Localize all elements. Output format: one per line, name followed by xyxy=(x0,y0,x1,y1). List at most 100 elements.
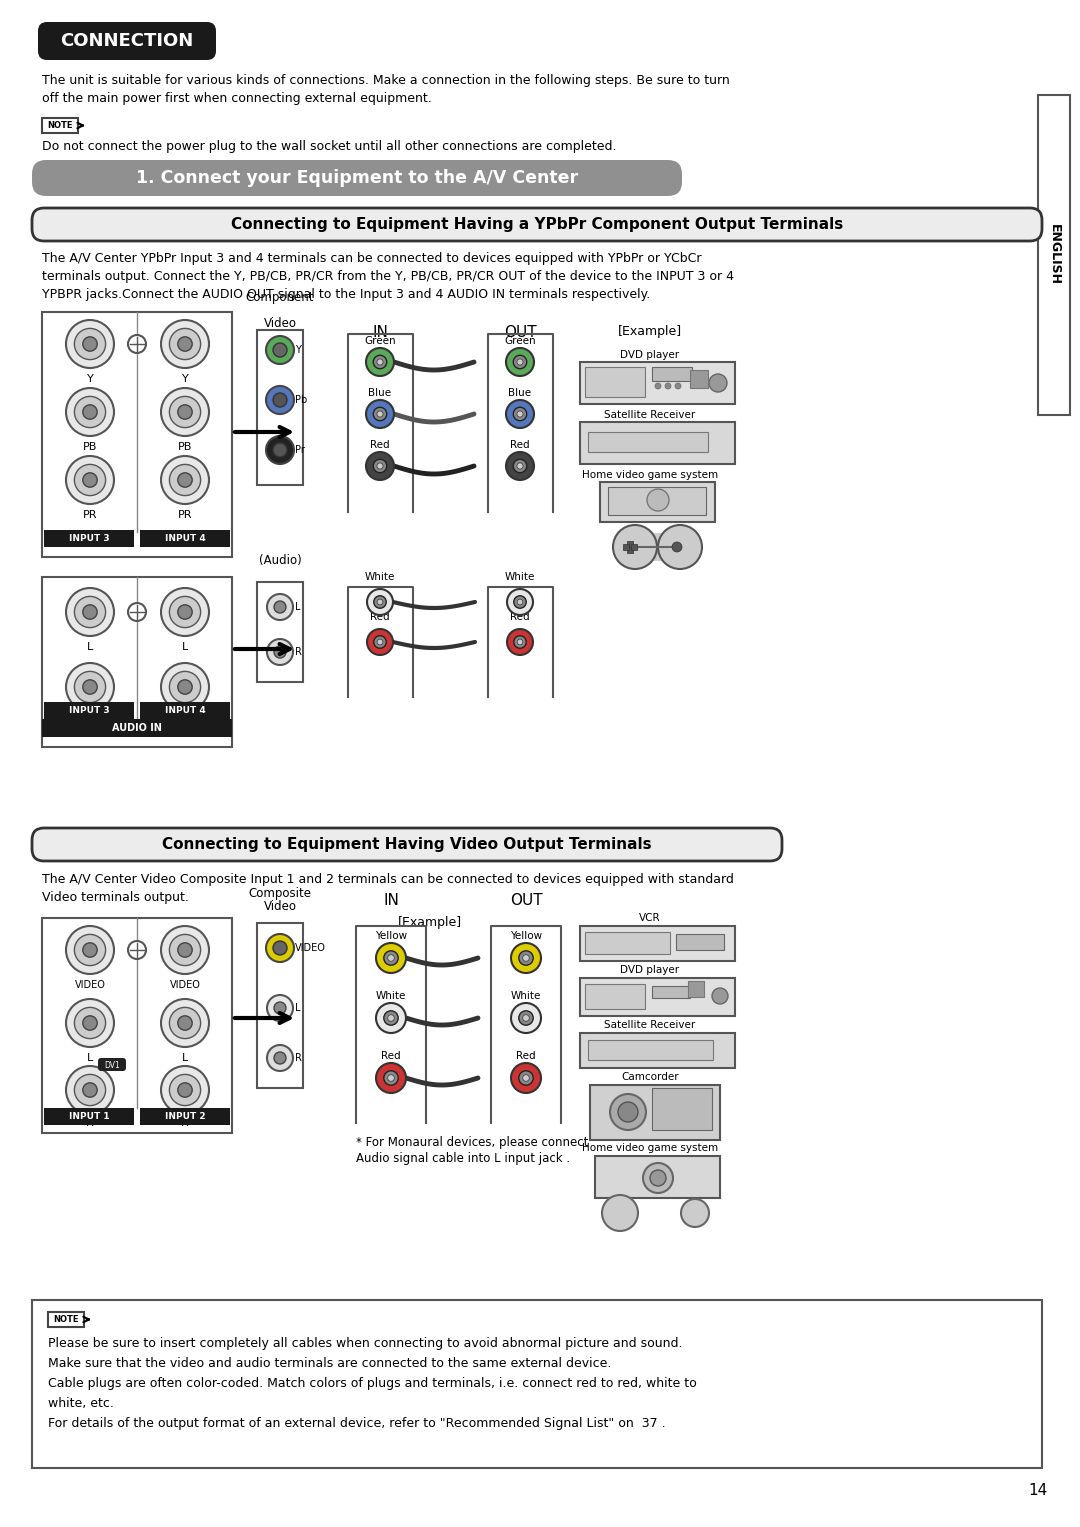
Bar xyxy=(42,918,232,1133)
Circle shape xyxy=(83,337,97,351)
Text: INPUT 3: INPUT 3 xyxy=(69,534,109,544)
Text: * For Monaural devices, please connect: * For Monaural devices, please connect xyxy=(356,1136,589,1148)
Circle shape xyxy=(75,935,106,965)
Text: VIDEO: VIDEO xyxy=(75,980,106,989)
Circle shape xyxy=(377,463,383,469)
Bar xyxy=(257,330,303,486)
Circle shape xyxy=(66,999,114,1048)
Circle shape xyxy=(66,588,114,637)
Bar xyxy=(627,541,633,547)
Circle shape xyxy=(374,356,387,368)
Circle shape xyxy=(374,635,387,649)
Text: VIDEO: VIDEO xyxy=(170,980,201,989)
Circle shape xyxy=(507,629,534,655)
Bar xyxy=(44,530,134,547)
Bar xyxy=(652,986,690,999)
Circle shape xyxy=(161,925,210,974)
Circle shape xyxy=(274,646,286,658)
FancyBboxPatch shape xyxy=(32,828,782,861)
Text: INPUT 4: INPUT 4 xyxy=(164,705,205,715)
Circle shape xyxy=(83,942,97,957)
Circle shape xyxy=(517,599,523,605)
Circle shape xyxy=(367,589,393,615)
Text: Blue: Blue xyxy=(368,388,392,399)
Bar xyxy=(585,931,670,954)
Circle shape xyxy=(388,1015,394,1022)
Circle shape xyxy=(273,392,287,408)
Circle shape xyxy=(170,328,201,359)
Text: R: R xyxy=(295,647,302,657)
Text: Yellow: Yellow xyxy=(510,931,542,941)
Circle shape xyxy=(178,605,192,620)
Text: Home video game system: Home video game system xyxy=(582,1144,718,1153)
Text: Y: Y xyxy=(295,345,301,354)
Circle shape xyxy=(75,464,106,496)
Circle shape xyxy=(66,457,114,504)
Text: IN: IN xyxy=(383,893,399,909)
Circle shape xyxy=(517,640,523,644)
Circle shape xyxy=(377,640,383,644)
Bar xyxy=(588,1040,713,1060)
Circle shape xyxy=(83,680,97,695)
Bar xyxy=(580,1032,735,1067)
Text: Make sure that the video and audio terminals are connected to the same external : Make sure that the video and audio termi… xyxy=(48,1358,611,1370)
Circle shape xyxy=(267,1044,293,1070)
Text: R: R xyxy=(295,1054,302,1063)
Text: PB: PB xyxy=(178,441,192,452)
Text: The A/V Center Video Composite Input 1 and 2 terminals can be connected to devic: The A/V Center Video Composite Input 1 a… xyxy=(42,873,734,886)
Text: Video: Video xyxy=(264,899,297,913)
FancyBboxPatch shape xyxy=(32,160,681,195)
Circle shape xyxy=(170,1075,201,1106)
Circle shape xyxy=(613,525,657,570)
Circle shape xyxy=(507,400,534,428)
Text: For details of the output format of an external device, refer to "Recommended Si: For details of the output format of an e… xyxy=(48,1417,665,1429)
Circle shape xyxy=(66,321,114,368)
Text: L: L xyxy=(181,641,188,652)
Circle shape xyxy=(178,1083,192,1098)
Text: 1. Connect your Equipment to the A/V Center: 1. Connect your Equipment to the A/V Cen… xyxy=(136,169,578,186)
Circle shape xyxy=(274,1002,286,1014)
Text: (Audio): (Audio) xyxy=(258,554,301,567)
Text: DV1: DV1 xyxy=(104,1060,120,1069)
Circle shape xyxy=(178,473,192,487)
Text: IN: IN xyxy=(373,325,388,341)
Circle shape xyxy=(658,525,702,570)
Bar xyxy=(631,544,637,550)
Text: PR: PR xyxy=(83,510,97,521)
Text: Please be sure to insert completely all cables when connecting to avoid abnormal: Please be sure to insert completely all … xyxy=(48,1338,683,1350)
Bar xyxy=(42,577,232,747)
Text: Red: Red xyxy=(381,1051,401,1061)
Circle shape xyxy=(650,1170,666,1186)
Text: Y: Y xyxy=(181,374,188,383)
Text: INPUT 1: INPUT 1 xyxy=(69,1112,109,1121)
Circle shape xyxy=(518,951,534,965)
Text: L: L xyxy=(295,602,300,612)
Circle shape xyxy=(675,383,681,389)
Circle shape xyxy=(83,1083,97,1098)
Circle shape xyxy=(383,1070,399,1086)
Circle shape xyxy=(129,941,146,959)
Circle shape xyxy=(507,589,534,615)
Bar xyxy=(652,1089,712,1130)
Circle shape xyxy=(388,954,394,962)
Text: PB: PB xyxy=(83,441,97,452)
Circle shape xyxy=(511,1003,541,1032)
Circle shape xyxy=(511,1063,541,1093)
Bar xyxy=(140,1109,230,1125)
Circle shape xyxy=(178,1015,192,1031)
Text: Red: Red xyxy=(516,1051,536,1061)
Circle shape xyxy=(170,464,201,496)
Circle shape xyxy=(75,597,106,628)
Text: The unit is suitable for various kinds of connections. Make a connection in the : The unit is suitable for various kinds o… xyxy=(42,73,730,87)
Circle shape xyxy=(161,999,210,1048)
Bar xyxy=(652,366,692,382)
Circle shape xyxy=(388,1075,394,1081)
Bar xyxy=(140,702,230,719)
Text: White: White xyxy=(504,573,536,582)
Bar xyxy=(42,312,232,557)
Circle shape xyxy=(83,473,97,487)
Circle shape xyxy=(273,443,287,457)
FancyBboxPatch shape xyxy=(98,1058,126,1070)
Circle shape xyxy=(267,594,293,620)
Circle shape xyxy=(647,489,669,512)
